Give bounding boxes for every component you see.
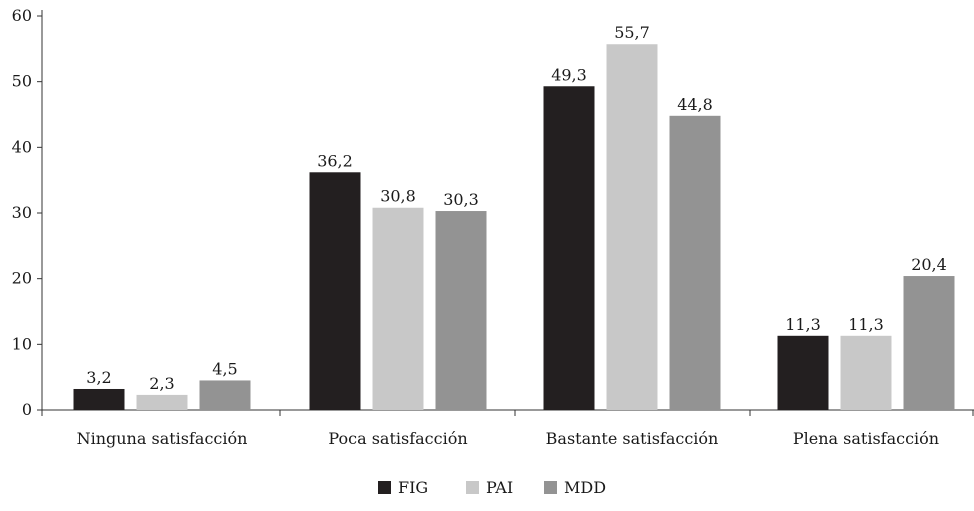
x-category-label: Bastante satisfacción bbox=[546, 429, 719, 448]
bar-fig bbox=[543, 86, 595, 410]
legend-label: MDD bbox=[564, 478, 606, 497]
data-label: 55,7 bbox=[614, 23, 650, 42]
bar-mdd bbox=[903, 276, 955, 410]
legend-label: FIG bbox=[398, 478, 428, 497]
y-tick-label: 30 bbox=[12, 203, 32, 222]
data-label: 30,3 bbox=[443, 190, 479, 209]
x-category-label: Ninguna satisfacción bbox=[77, 429, 248, 448]
legend-label: PAI bbox=[486, 478, 513, 497]
legend-swatch-fig bbox=[378, 481, 391, 494]
bar-pai bbox=[606, 44, 658, 411]
legend-swatch-mdd bbox=[544, 481, 557, 494]
y-tick-label: 50 bbox=[12, 72, 32, 91]
bars bbox=[73, 44, 955, 411]
legend: FIG PAI MDD bbox=[378, 478, 606, 497]
data-label: 11,3 bbox=[848, 315, 884, 334]
data-label: 30,8 bbox=[380, 187, 416, 206]
data-label: 4,5 bbox=[212, 359, 237, 378]
data-label: 36,2 bbox=[317, 151, 353, 170]
bar-mdd bbox=[199, 380, 251, 410]
x-category-label: Plena satisfacción bbox=[793, 429, 939, 448]
bar-pai bbox=[840, 335, 892, 410]
x-category-label: Poca satisfacción bbox=[328, 429, 467, 448]
y-tick-label: 40 bbox=[12, 137, 32, 156]
data-label: 2,3 bbox=[149, 374, 174, 393]
y-axis: 0 10 20 30 40 50 60 bbox=[12, 6, 43, 419]
y-tick-label: 10 bbox=[12, 334, 32, 353]
y-tick-label: 0 bbox=[22, 400, 32, 419]
bar-fig bbox=[73, 388, 125, 410]
bar-mdd bbox=[669, 115, 721, 411]
bar-mdd bbox=[435, 211, 487, 410]
bar-fig bbox=[777, 335, 829, 410]
x-axis: Ninguna satisfacción Poca satisfacción Bas… bbox=[41, 409, 974, 448]
bar-pai bbox=[136, 394, 188, 410]
data-label: 3,2 bbox=[86, 368, 111, 387]
legend-swatch-pai bbox=[466, 481, 479, 494]
data-label: 49,3 bbox=[551, 65, 587, 84]
data-label: 44,8 bbox=[677, 95, 713, 114]
data-label: 20,4 bbox=[911, 255, 947, 274]
data-label: 11,3 bbox=[785, 315, 821, 334]
bar-fig bbox=[309, 172, 361, 410]
y-tick-label: 60 bbox=[12, 6, 32, 25]
y-tick-label: 20 bbox=[12, 269, 32, 288]
bar-pai bbox=[372, 207, 424, 410]
data-labels: 3,2 2,3 4,5 36,2 30,8 30,3 49,3 55,7 44,8 11,3 11,… bbox=[86, 23, 947, 393]
